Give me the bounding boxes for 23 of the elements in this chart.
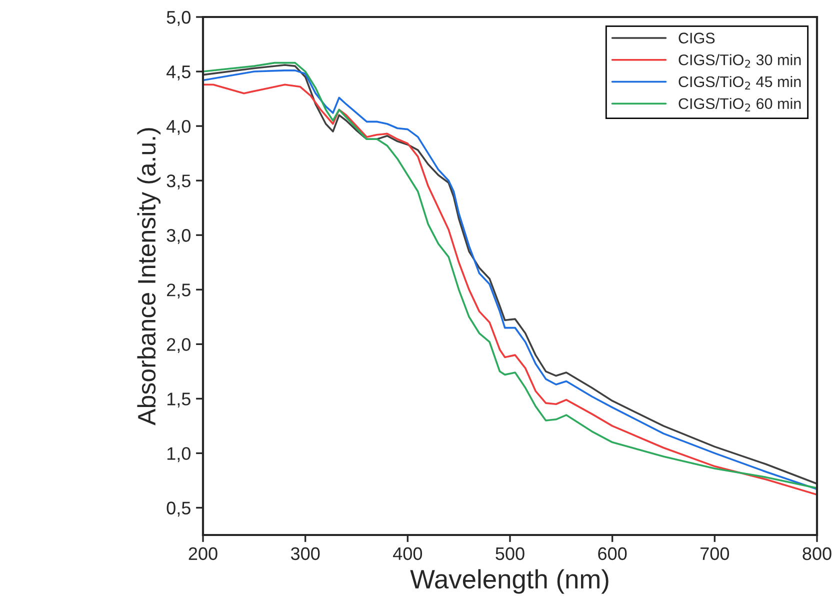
- y-tick-label: 0,5: [166, 502, 190, 517]
- x-tick-label: 300: [290, 547, 320, 560]
- legend-label: CIGS/TiO$_{2}$ 60 min: [678, 98, 801, 112]
- legend-label: CIGS: [678, 32, 715, 44]
- x-tick-label: 600: [598, 547, 627, 560]
- y-tick-label: 1,0: [167, 447, 190, 462]
- y-tick-label: 4,0: [166, 120, 190, 135]
- y-tick-label: 5,0: [166, 10, 190, 26]
- y-tick-label: 1,5: [167, 392, 190, 408]
- x-tick-label: 700: [700, 547, 730, 560]
- y-tick-label: 3,5: [166, 174, 190, 190]
- x-tick-label: 200: [188, 547, 218, 560]
- x-tick-label: 400: [393, 547, 422, 560]
- x-tick-label: 800: [802, 547, 832, 560]
- y-tick-label: 2,5: [167, 284, 190, 298]
- legend-label: CIGS/TiO$_{2}$ 30 min: [678, 54, 801, 68]
- y-tick-label: 2,0: [167, 338, 190, 354]
- y-tick-label: 3,0: [166, 229, 190, 244]
- legend-label: CIGS/TiO$_{2}$ 45 min: [678, 76, 801, 90]
- x-tick-label: 500: [496, 547, 524, 560]
- y-tick-label: 4,5: [166, 66, 190, 80]
- y-axis-title: Absorbance Intensity (a.u.): [137, 128, 161, 426]
- x-axis-title: Wavelength (nm): [410, 569, 608, 594]
